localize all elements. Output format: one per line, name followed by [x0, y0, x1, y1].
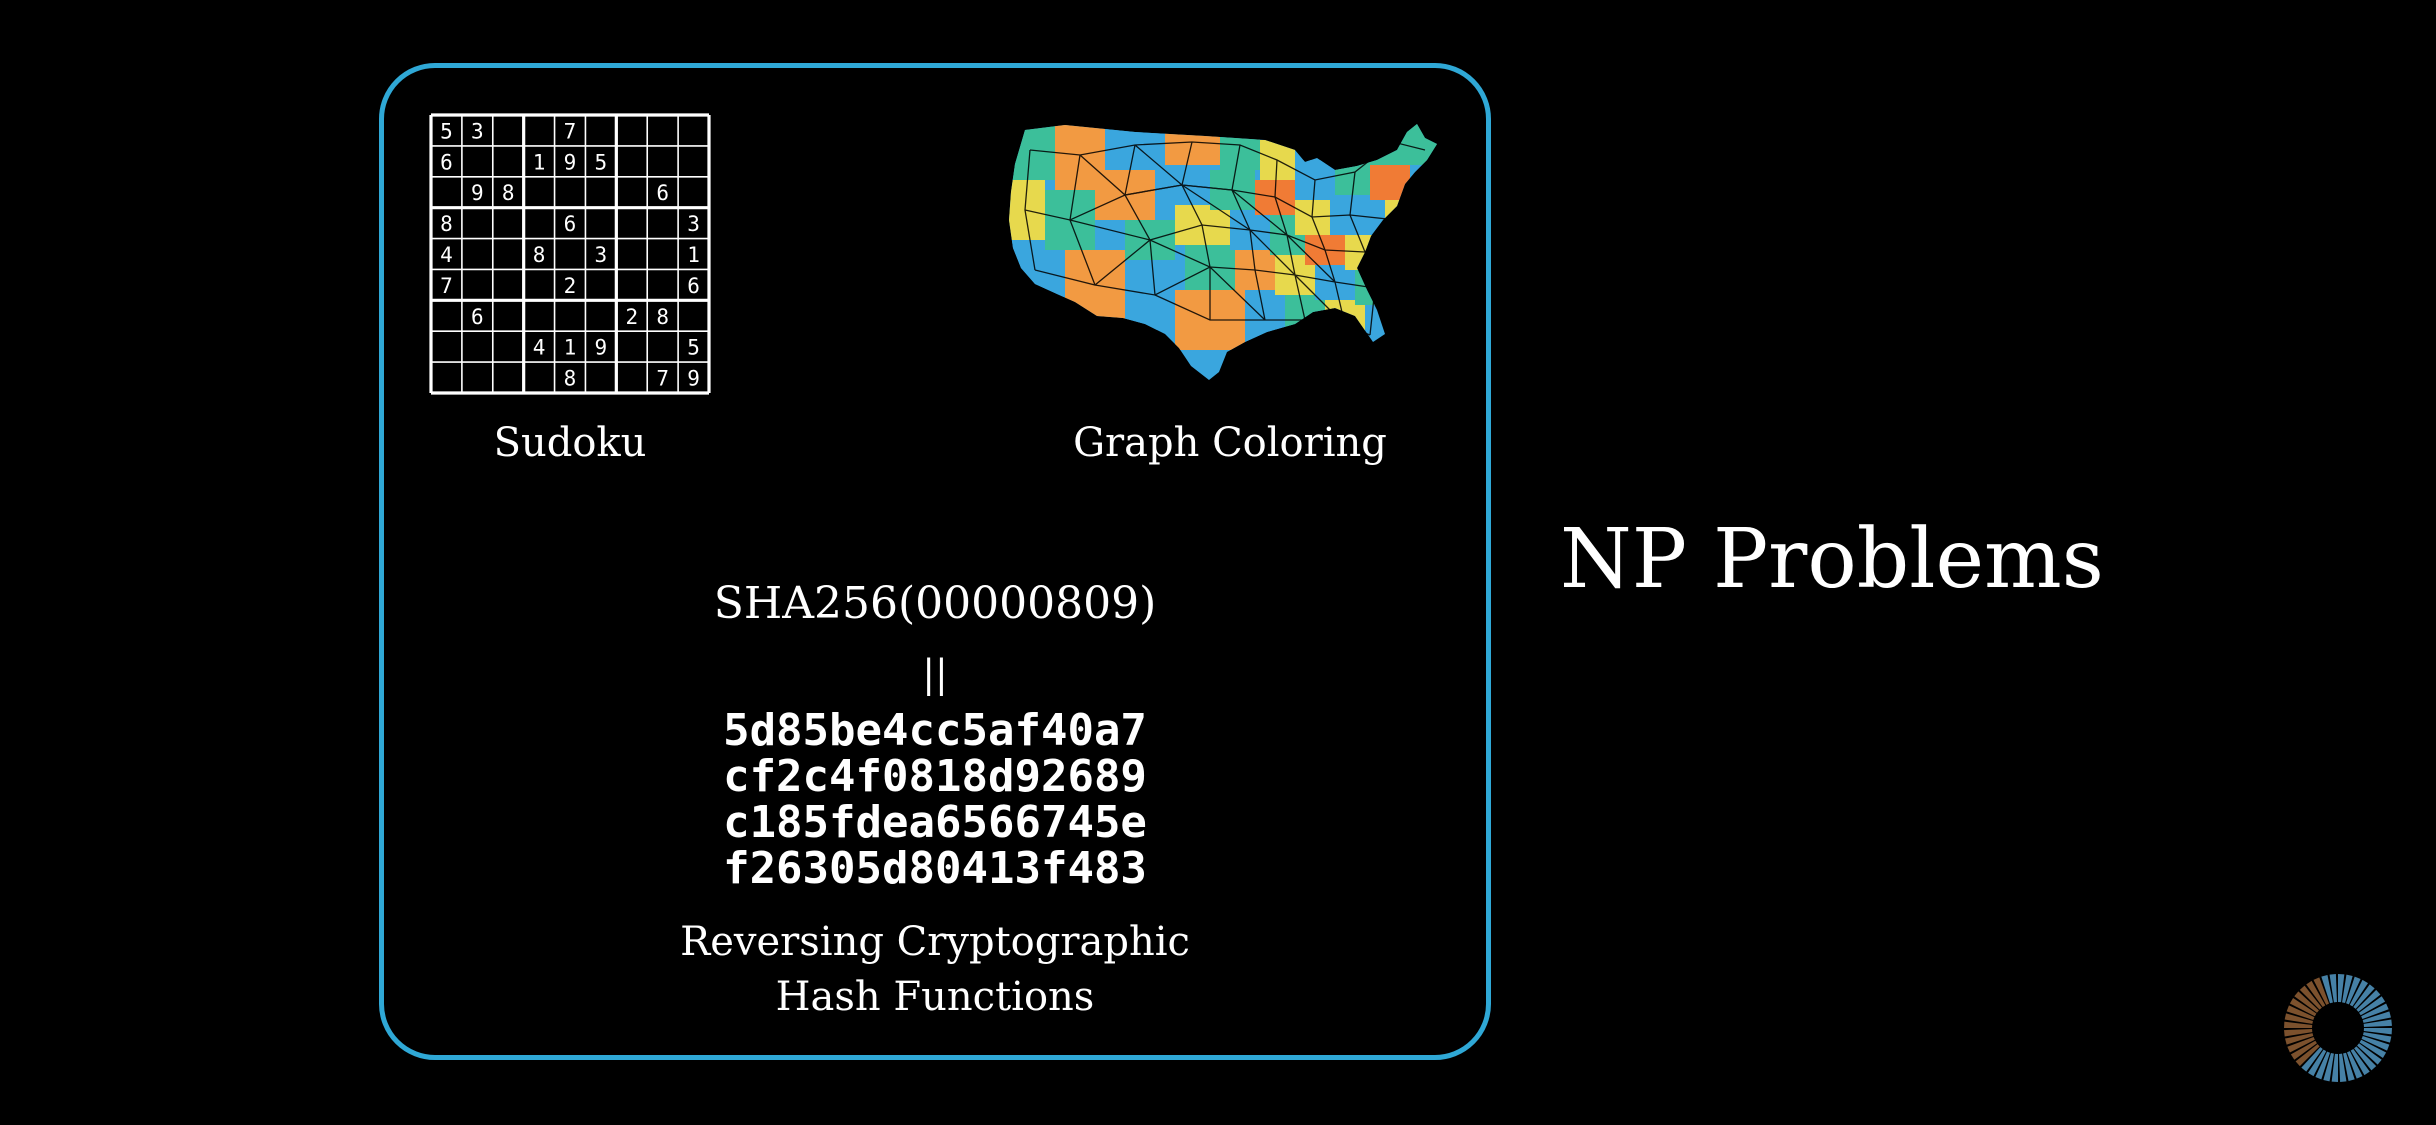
spinner-segment	[2349, 979, 2369, 1007]
spinner-segment	[2284, 1029, 2313, 1037]
spinner-segment	[2287, 1036, 2315, 1053]
spinner-segment	[2363, 1028, 2392, 1035]
spinner-segment	[2338, 974, 2345, 1003]
sudoku-caption: Sudoku	[493, 420, 647, 466]
sudoku-cell-value: 7	[564, 119, 577, 143]
sudoku-cell-value: 6	[687, 274, 700, 298]
hash-caption-line: Hash Functions	[775, 974, 1095, 1020]
hash-digest-line: 5d85be4cc5af40a7	[723, 705, 1147, 756]
hash-digest-line: c185fdea6566745e	[723, 797, 1147, 848]
hash-digest-line: f26305d80413f483	[723, 843, 1147, 894]
spinner-segment	[2359, 1039, 2387, 1059]
spinner-segment	[2339, 1053, 2347, 1082]
sudoku-cell-value: 3	[595, 243, 608, 267]
spinner-segment	[2361, 1003, 2389, 1020]
spinner-segment	[2342, 974, 2353, 1003]
sudoku-cell-value: 6	[471, 305, 484, 329]
sudoku-cell-value: 9	[471, 181, 484, 205]
spinner-segment	[2299, 985, 2322, 1010]
sudoku-cell-value: 8	[656, 305, 669, 329]
sudoku-cell-value: 2	[564, 274, 577, 298]
sudoku-cell-value: 1	[533, 150, 546, 174]
page-title: NP Problems	[1560, 512, 2104, 607]
sudoku-cell-value: 5	[440, 119, 453, 143]
spinner-segment	[2313, 977, 2330, 1005]
sudoku-cell-value: 9	[595, 336, 608, 360]
spinner-segment	[2362, 1011, 2391, 1023]
spinner-segment	[2284, 1013, 2313, 1024]
spinner-segment	[2343, 1052, 2355, 1081]
spinner-segment	[2286, 1005, 2315, 1020]
spinner-segment	[2285, 1033, 2314, 1045]
spinner-segment	[2290, 1040, 2317, 1060]
loading-spinner-icon	[2282, 972, 2394, 1084]
spinner-segment	[2321, 975, 2333, 1004]
equals-symbol: ||	[922, 652, 948, 696]
hash-digest: 5d85be4cc5af40a7 cf2c4f0818d92689 c185fd…	[700, 708, 1170, 892]
spinner-segment	[2357, 1043, 2382, 1065]
spinner-segment	[2353, 984, 2375, 1009]
spinner-segment	[2331, 1053, 2338, 1082]
spinner-segment	[2346, 1051, 2363, 1079]
sha256-expression: SHA256(00000809)	[713, 578, 1157, 629]
sudoku-cell-value: 9	[564, 150, 577, 174]
sudoku-cell-value: 6	[656, 181, 669, 205]
spinner-segment	[2361, 1036, 2390, 1051]
sudoku-cell-value: 4	[533, 336, 546, 360]
spinner-segment	[2350, 1049, 2370, 1076]
graph-coloring-caption: Graph Coloring	[1073, 420, 1387, 466]
spinner-segment	[2289, 997, 2317, 1017]
sudoku-cell-value: 7	[656, 367, 669, 391]
sudoku-cell-value: 8	[502, 181, 515, 205]
spinner-segment	[2359, 996, 2386, 1016]
sudoku-cell-value: 7	[440, 274, 453, 298]
sudoku-cell-value: 2	[625, 305, 638, 329]
sudoku-cell-value: 5	[595, 150, 608, 174]
hash-caption: Reversing Cryptographic Hash Functions	[620, 915, 1250, 1025]
sudoku-cell-value: 3	[471, 119, 484, 143]
spinner-segment	[2306, 980, 2326, 1007]
sudoku-cell-value: 8	[533, 243, 546, 267]
sudoku-cell-value: 8	[564, 367, 577, 391]
us-map-graph-icon	[1005, 120, 1445, 390]
spinner-segment	[2329, 974, 2337, 1003]
spinner-segment	[2284, 1021, 2313, 1028]
sudoku-cell-value: 3	[687, 212, 700, 236]
spinner-segment	[2356, 989, 2381, 1012]
hash-caption-line: Reversing Cryptographic	[680, 919, 1190, 965]
spinner-segment	[2354, 1046, 2377, 1071]
sudoku-cell-value: 9	[687, 367, 700, 391]
sudoku-cell-value: 5	[687, 336, 700, 360]
spinner-segment	[2294, 991, 2319, 1013]
spinner-segment	[2301, 1047, 2323, 1072]
spinner-segment	[2307, 1049, 2327, 1077]
spinner-segment	[2363, 1032, 2392, 1043]
spinner-segment	[2346, 976, 2361, 1005]
spinner-segment	[2363, 1019, 2392, 1027]
sudoku-cell-value: 1	[687, 243, 700, 267]
sudoku-cell-value: 6	[564, 212, 577, 236]
spinner-segment	[2323, 1053, 2334, 1082]
sudoku-cell-value: 6	[440, 150, 453, 174]
spinner-segment	[2315, 1051, 2330, 1080]
sudoku-cell-value: 4	[440, 243, 453, 267]
sudoku-cell-value: 1	[564, 336, 577, 360]
spinner-segment	[2295, 1044, 2320, 1067]
sudoku-cell-value: 8	[440, 212, 453, 236]
examples-panel	[379, 63, 1491, 1060]
hash-digest-line: cf2c4f0818d92689	[723, 751, 1147, 802]
